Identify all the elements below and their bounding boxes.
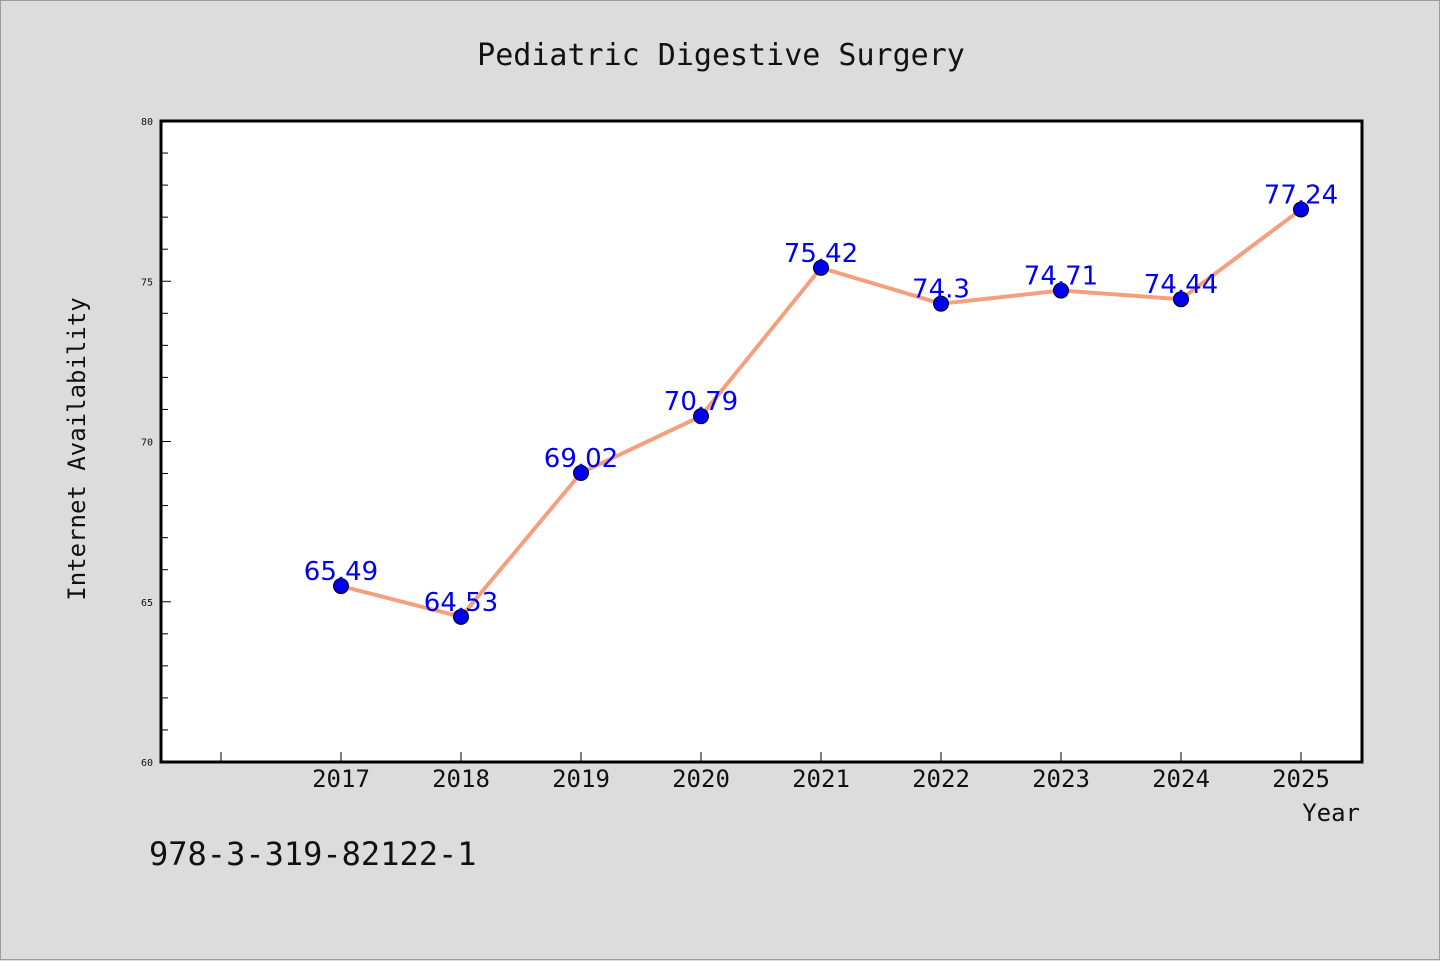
- data-point: [1293, 201, 1309, 218]
- x-tick-label: 2023: [1032, 765, 1090, 793]
- y-axis: 60 65 70 75 80: [141, 117, 171, 769]
- data-label: 74.71: [1024, 262, 1098, 292]
- data-label: 70.79: [664, 387, 738, 417]
- data-point: [1053, 282, 1069, 299]
- data-label: 77.24: [1264, 180, 1338, 210]
- data-point: [813, 259, 829, 276]
- data-point: [1173, 291, 1189, 308]
- data-label: 64.53: [424, 588, 498, 618]
- x-tick-label: 2022: [912, 765, 970, 793]
- data-label: 69.02: [544, 444, 618, 474]
- isbn-text: 978-3-319-82122-1: [149, 835, 477, 873]
- x-tick-label: 2024: [1152, 765, 1210, 793]
- y-tick-label: 60: [141, 758, 153, 769]
- y-tick-label: 80: [141, 117, 153, 128]
- chart-title: Pediatric Digestive Surgery: [477, 38, 965, 73]
- y-tick-label: 75: [141, 277, 153, 288]
- data-point: [693, 408, 709, 425]
- data-point: [453, 608, 469, 625]
- x-axis: 2017 2018 2019 2020 2021 2022 2023 2024 2025: [220, 752, 1330, 793]
- data-label: 74.3: [912, 275, 970, 305]
- data-point: [333, 578, 349, 595]
- x-axis-title: Year: [1302, 799, 1360, 827]
- data-point: [933, 295, 949, 312]
- x-tick-label: 2017: [312, 765, 370, 793]
- series-layer: 65.49 64.53 69.02 70.79 75.42 74.3 74.71 74.44 7…: [304, 180, 1338, 625]
- x-tick-label: 2021: [792, 765, 850, 793]
- data-label: 65.49: [304, 557, 378, 587]
- data-point: [573, 464, 589, 481]
- x-tick-label: 2018: [432, 765, 490, 793]
- y-tick-label: 65: [141, 598, 153, 609]
- y-tick-label: 70: [141, 438, 153, 449]
- plot-area: [159, 119, 1364, 764]
- x-tick-label: 2025: [1272, 765, 1330, 793]
- x-tick-label: 2020: [672, 765, 730, 793]
- data-label: 74.44: [1144, 270, 1218, 300]
- y-axis-title: Internet Availability: [63, 297, 91, 600]
- data-label: 75.42: [784, 239, 858, 269]
- x-tick-label: 2019: [552, 765, 610, 793]
